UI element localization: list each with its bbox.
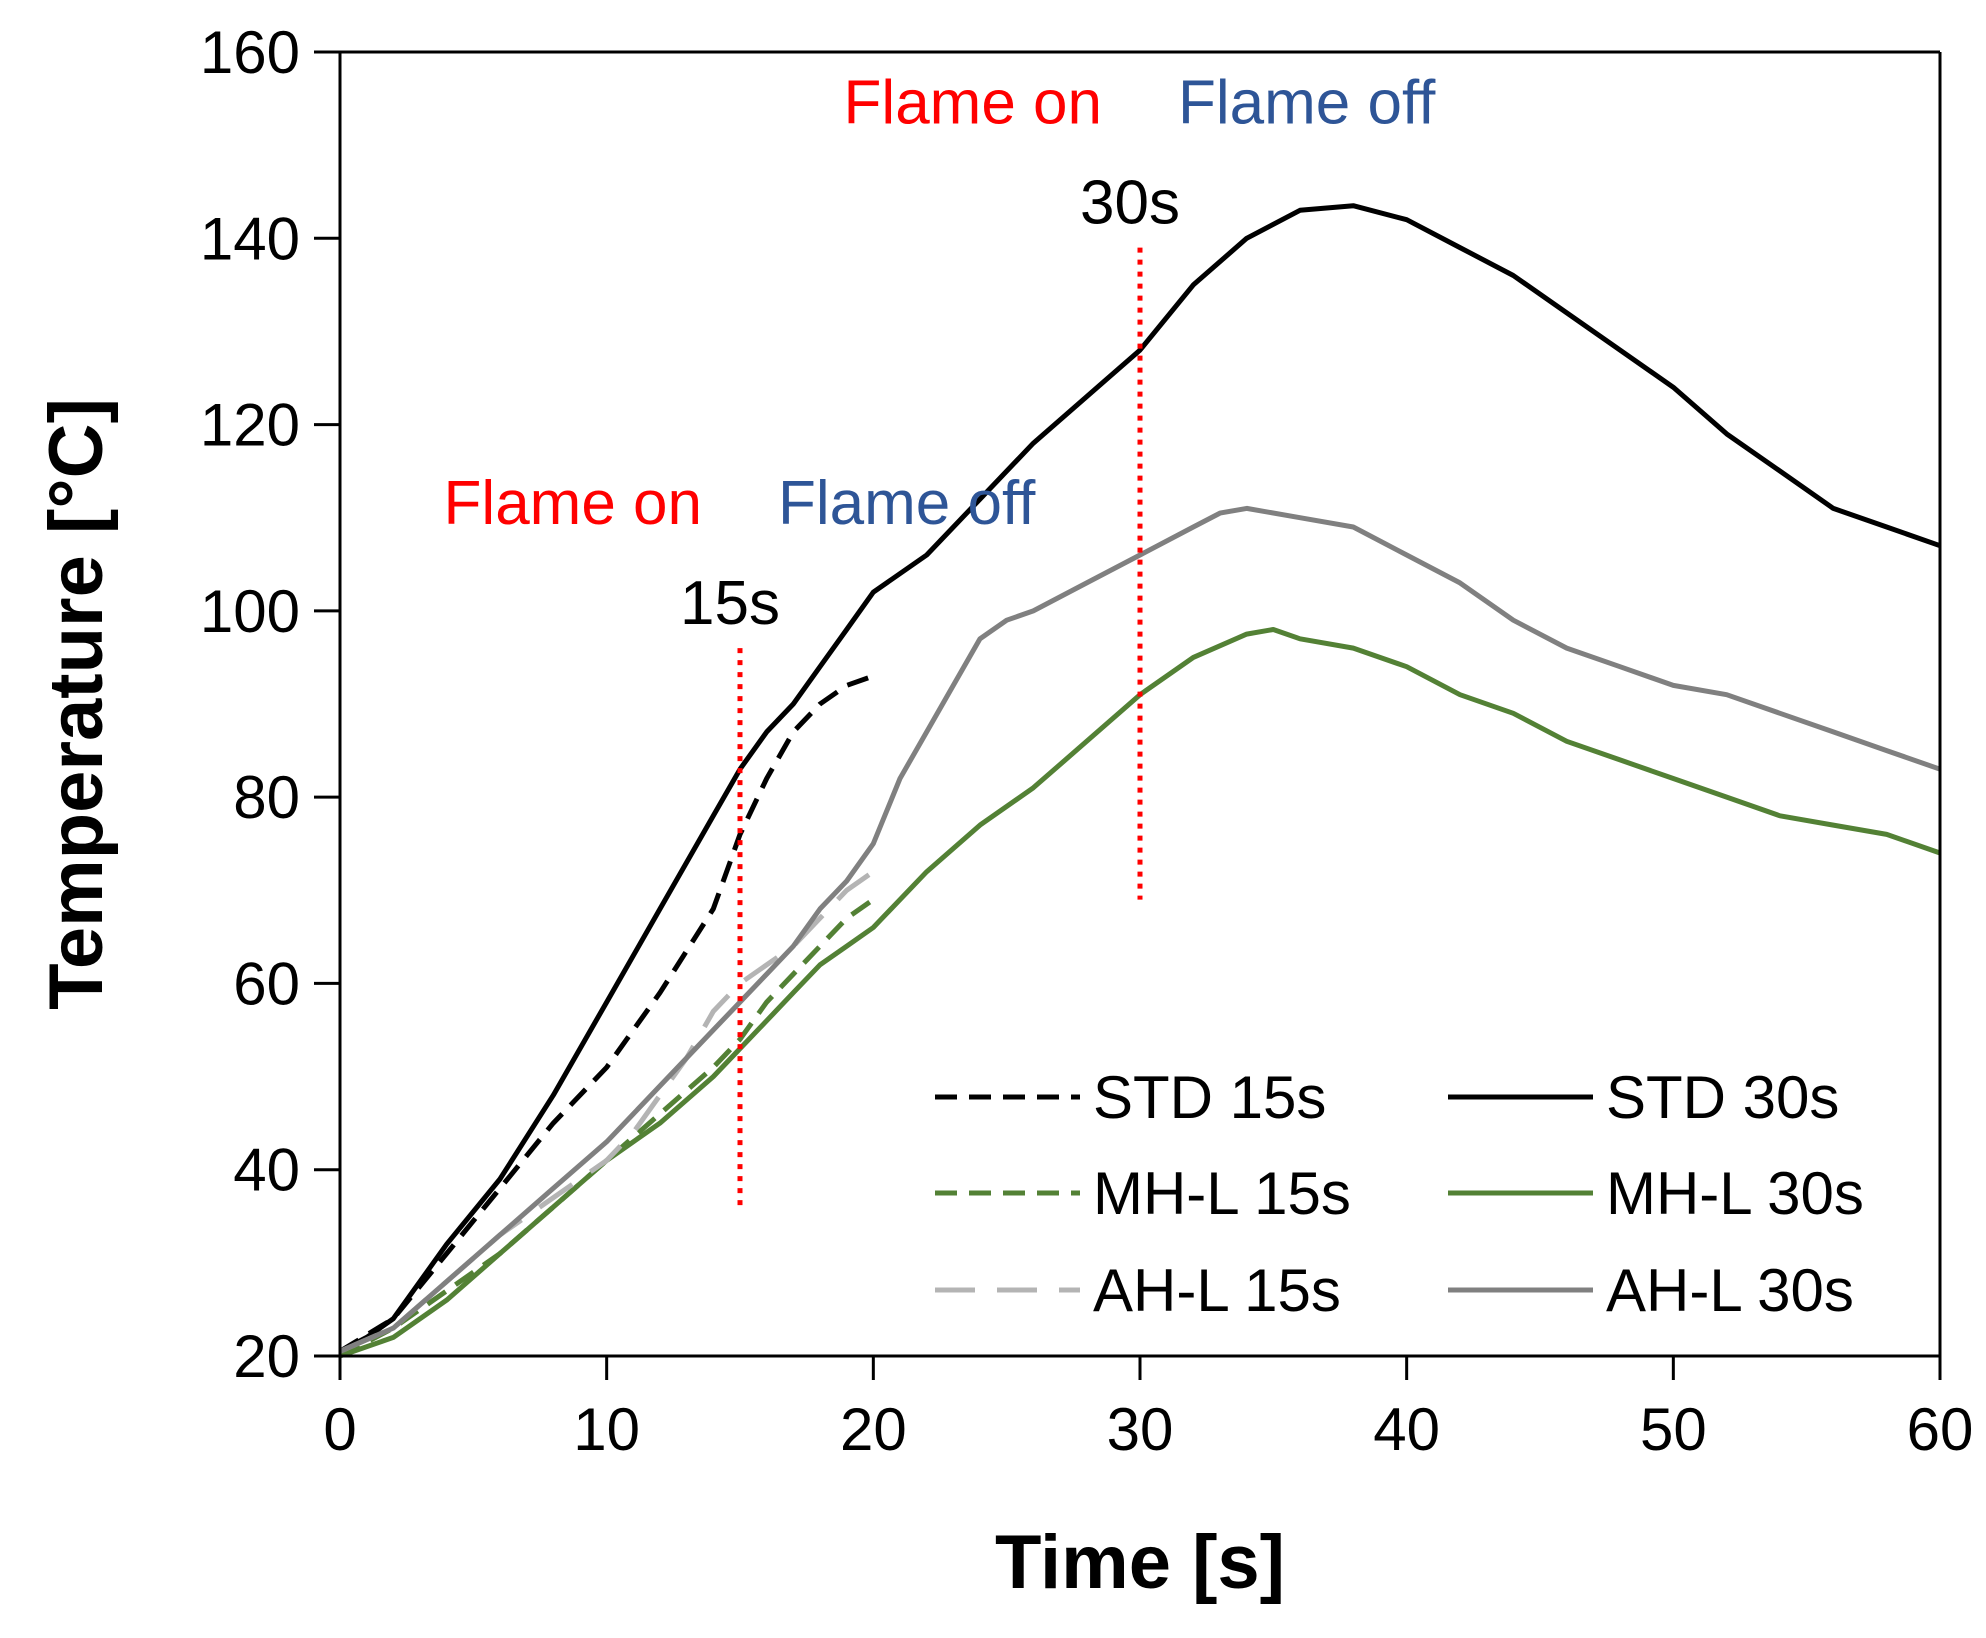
y-tick-label: 80 <box>233 764 300 831</box>
flame-off-label: Flame off <box>1178 69 1436 138</box>
legend-label: MH-L 30s <box>1606 1160 1864 1227</box>
axes-layer <box>314 50 1942 1380</box>
y-tick-label: 60 <box>233 950 300 1017</box>
series-line-ah-l-15s <box>339 869 875 1354</box>
series-line-mh-l-15s <box>338 897 875 1359</box>
y-tick-label: 140 <box>200 205 300 272</box>
marker-layer: 15s Flame on Flame off 30s Flame on Flame off <box>444 69 1436 1207</box>
flame-on-label: Flame on <box>444 469 702 538</box>
legend: STD 15s STD 30s MH-L 15s MH-L 30s AH-L 15s AH… <box>935 1064 1864 1324</box>
y-axis-title: Temperature [°C] <box>34 398 119 1010</box>
x-axis-title: Time [s] <box>995 1520 1285 1605</box>
flame-on-label: Flame on <box>844 69 1102 138</box>
series-line-mh-l-30s <box>339 627 1941 1359</box>
y-tick-label: 100 <box>200 578 300 645</box>
y-tick-label: 40 <box>233 1137 300 1204</box>
x-tick-label: 40 <box>1373 1396 1440 1463</box>
legend-label: AH-L 30s <box>1606 1257 1854 1324</box>
y-tick-label: 160 <box>200 19 300 86</box>
x-tick-label: 60 <box>1907 1396 1974 1463</box>
y-tick-label: 20 <box>233 1323 300 1390</box>
series-line-ah-l-30s <box>339 505 1941 1354</box>
legend-label: MH-L 15s <box>1093 1160 1351 1227</box>
flame-marker-time-label: 30s <box>1080 169 1180 238</box>
tick-labels: 20 40 60 80 100 120 140 160 0 10 20 30 40 50 60 <box>200 19 1973 1463</box>
series-layer <box>338 203 1941 1359</box>
x-tick-label: 50 <box>1640 1396 1707 1463</box>
flame-off-label: Flame off <box>778 469 1036 538</box>
y-tick-label: 120 <box>200 392 300 459</box>
x-tick-label: 30 <box>1107 1396 1174 1463</box>
legend-label: STD 15s <box>1093 1064 1326 1131</box>
legend-label: AH-L 15s <box>1093 1257 1341 1324</box>
series-line-std-30s <box>338 203 1941 1354</box>
x-tick-label: 0 <box>323 1396 356 1463</box>
x-tick-label: 10 <box>573 1396 640 1463</box>
legend-label: STD 30s <box>1606 1064 1839 1131</box>
flame-marker-time-label: 15s <box>680 569 780 638</box>
series-line-std-15s <box>338 673 875 1354</box>
x-tick-label: 20 <box>840 1396 907 1463</box>
